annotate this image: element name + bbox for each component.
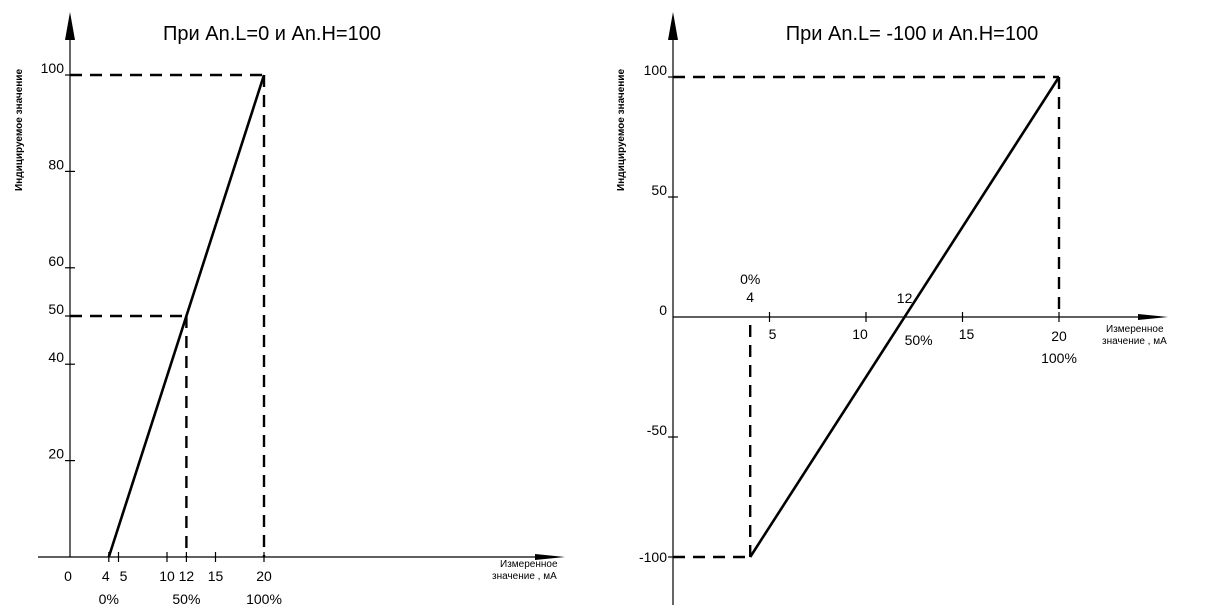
series-line [749, 76, 1061, 558]
x-tick-label: 10 [852, 326, 868, 342]
y-tick-label: 50 [48, 301, 64, 317]
x-tick-label: 4 [102, 568, 110, 584]
y-tick-label: 20 [48, 446, 64, 462]
annotation-label: 50% [905, 332, 933, 348]
y-tick-label: -50 [647, 422, 667, 438]
chart-right-ylabel: Индицируемое значение [616, 69, 627, 191]
x-tick-label: 12 [179, 568, 195, 584]
percent-label: 50% [172, 591, 200, 606]
x-tick-label: 15 [208, 568, 224, 584]
y-tick-label: 80 [48, 156, 64, 172]
x-tick-label: 15 [959, 326, 975, 342]
y-axis-arrow-icon [65, 12, 75, 40]
x-axis-arrow-icon [1138, 314, 1168, 320]
y-tick-label: -100 [639, 549, 667, 565]
chart-left-xlabel-line2: значение , мА [492, 571, 557, 582]
y-tick-label: 50 [651, 182, 667, 198]
chart-left-ylabel: Индицируемое значение [14, 69, 25, 191]
y-tick-label: 100 [644, 62, 668, 78]
chart-right-title: При An.L= -100 и An.H=100 [786, 23, 1038, 45]
chart-right: При An.L= -100 и An.H=100 Индицируемое з… [616, 12, 1168, 605]
x-tick-label: 20 [256, 568, 272, 584]
annotation-label: 4 [746, 289, 754, 305]
x-axis-arrow-icon [535, 554, 565, 560]
percent-label: 100% [246, 591, 282, 606]
y-axis-arrow-icon [668, 12, 678, 40]
chart-right-xlabel-line2: значение , мА [1102, 336, 1167, 347]
annotation-label: 12 [897, 290, 913, 306]
x-tick-label: 10 [159, 568, 175, 584]
chart-right-xlabel-line1: Измеренное [1106, 324, 1164, 335]
chart-left-xlabel-line1: Измеренное [500, 559, 558, 570]
annotation-label: 0% [740, 271, 760, 287]
chart-left-title: При An.L=0 и An.H=100 [163, 23, 381, 45]
x-tick-label: 0 [64, 568, 72, 584]
annotation-label: 100% [1041, 350, 1077, 366]
y-tick-label: 0 [659, 302, 667, 318]
percent-label: 0% [99, 591, 119, 606]
x-tick-label: 5 [769, 326, 777, 342]
y-tick-label: 60 [48, 253, 64, 269]
y-tick-label: 100 [41, 60, 65, 76]
series-line [107, 74, 266, 558]
x-tick-label: 20 [1051, 328, 1067, 344]
chart-left: При An.L=0 и An.H=100 Индицируемое значе… [14, 12, 565, 607]
y-tick-label: 40 [48, 349, 64, 365]
x-tick-label: 5 [120, 568, 128, 584]
